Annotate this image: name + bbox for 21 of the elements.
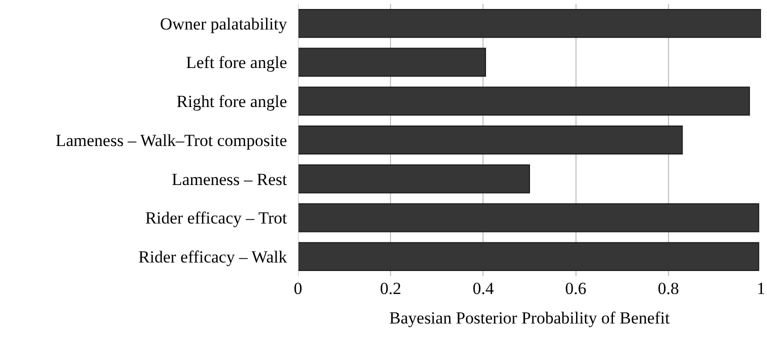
bar [298,203,760,232]
y-tick-label: Lameness – Rest [172,170,288,189]
y-tick-label: Left fore angle [186,53,287,72]
x-tick-label: 0.6 [565,279,586,298]
x-tick-label: 0 [294,279,302,298]
bar [298,242,760,272]
y-tick-label: Rider efficacy – Walk [138,248,288,267]
bar [298,126,683,154]
y-tick-label: Lameness – Walk–Trot composite [56,130,287,150]
y-tick-label: Right fore angle [176,92,287,112]
y-tick-label: Owner palatability [160,14,288,34]
x-axis-title: Bayesian Posterior Probability of Benefit [389,308,670,328]
x-tick-label: 1 [756,279,766,298]
x-tick-label: 0.2 [380,279,402,298]
y-tick-label: Rider efficacy – Trot [145,208,288,228]
bar [298,164,530,194]
bar [298,48,486,77]
x-tick-label: 0.4 [472,279,494,298]
x-tick-label: 0.8 [658,279,680,298]
bar [298,86,750,116]
bar [298,8,761,38]
